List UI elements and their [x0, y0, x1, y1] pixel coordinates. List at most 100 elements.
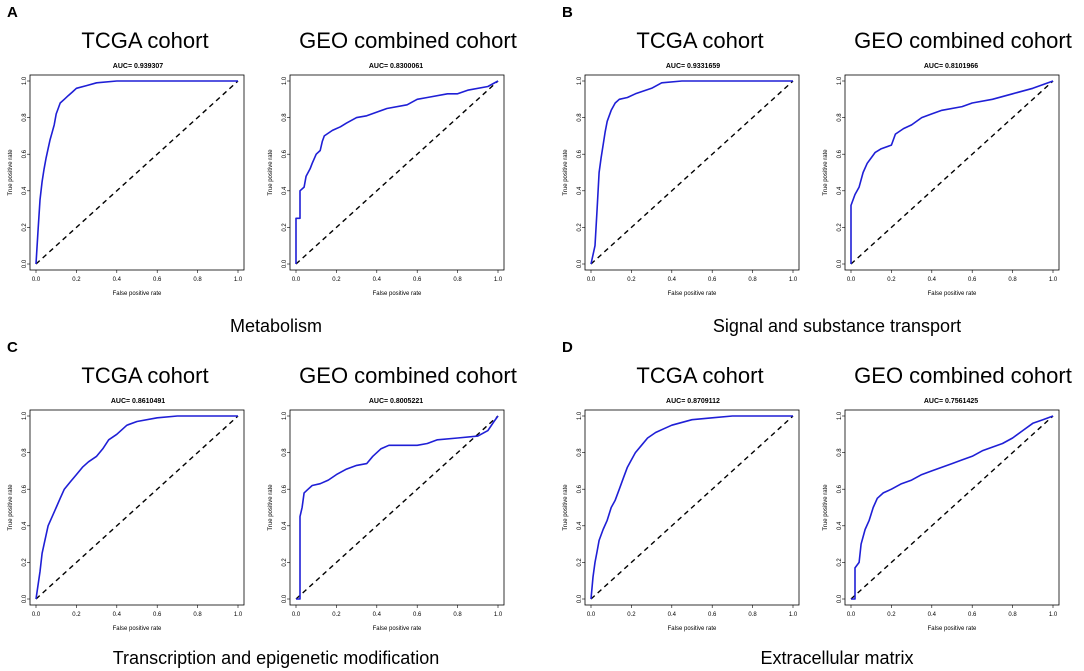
auc-label: AUC= 0.8101966	[924, 63, 978, 70]
x-tick-label: 0.6	[153, 277, 162, 283]
y-tick-label: 0.2	[577, 223, 583, 232]
roc-curve	[295, 80, 499, 264]
y-tick-label: 0.2	[282, 558, 288, 567]
y-tick-label: 0.6	[577, 149, 583, 158]
plot-frame	[29, 74, 245, 271]
y-tick-label: 0.4	[282, 186, 288, 195]
y-tick-label: 0.8	[22, 113, 28, 122]
y-tick-label: 0.6	[837, 149, 843, 158]
panel-caption: Signal and substance transport	[713, 316, 961, 336]
x-tick-label: 0.6	[413, 612, 422, 618]
reference-diagonal	[35, 80, 239, 265]
x-tick-label: 1.0	[789, 277, 798, 283]
x-tick-label: 0.0	[32, 277, 41, 283]
y-tick-label: 0.4	[837, 186, 843, 195]
y-tick-label: 0.2	[282, 223, 288, 232]
y-tick-label: 0.4	[22, 186, 28, 195]
y-tick-label: 0.6	[837, 484, 843, 493]
auc-label: AUC= 0.7561425	[924, 398, 978, 405]
x-tick-label: 0.0	[587, 612, 596, 618]
x-tick-label: 1.0	[1049, 277, 1058, 283]
x-tick-label: 1.0	[234, 277, 243, 283]
x-tick-label: 0.4	[113, 277, 122, 283]
x-tick-label: 0.4	[113, 612, 122, 618]
x-tick-label: 0.8	[453, 612, 462, 618]
y-tick-label: 0.0	[837, 594, 843, 603]
reference-diagonal	[295, 415, 499, 600]
x-tick-label: 0.8	[1008, 277, 1017, 283]
x-axis-label: False positive rate	[113, 291, 162, 297]
x-tick-label: 0.0	[32, 612, 41, 618]
panel-caption: Transcription and epigenetic modificatio…	[113, 648, 440, 668]
y-tick-label: 0.8	[22, 448, 28, 457]
panel-a: A TCGA cohort AUC= 0.939307 0.0 0.0 0.2 0.2 0.4…	[7, 4, 517, 336]
y-tick-label: 0.6	[22, 484, 28, 493]
panel-d: D TCGA cohort AUC= 0.8709112 0.0 0.0 0.2 0.2 0.…	[562, 339, 1072, 668]
x-tick-label: 0.6	[968, 277, 977, 283]
auc-label: AUC= 0.8709112	[666, 398, 720, 405]
reference-diagonal	[295, 80, 499, 265]
auc-label: AUC= 0.939307	[113, 63, 164, 70]
x-tick-label: 0.2	[72, 277, 81, 283]
panel-c: C TCGA cohort AUC= 0.8610491 0.0 0.0 0.2 0.2 0.…	[7, 339, 517, 668]
y-tick-label: 0.6	[22, 149, 28, 158]
x-tick-label: 0.0	[847, 612, 856, 618]
x-axis-label: False positive rate	[928, 626, 977, 632]
cohort-title: TCGA cohort	[81, 363, 208, 388]
tcga-roc-chart: TCGA cohort AUC= 0.9331659 0.0 0.0 0.2 0.2 0.4…	[563, 28, 800, 297]
x-tick-label: 0.2	[627, 612, 636, 618]
x-tick-label: 0.0	[292, 612, 301, 618]
cohort-title: GEO combined cohort	[299, 28, 517, 53]
x-tick-label: 0.4	[928, 277, 937, 283]
y-tick-label: 0.0	[282, 259, 288, 268]
plot-frame	[289, 409, 505, 606]
x-axis-label: False positive rate	[668, 291, 717, 297]
y-tick-label: 0.2	[837, 558, 843, 567]
cohort-title: GEO combined cohort	[854, 363, 1072, 388]
y-tick-label: 0.8	[282, 113, 288, 122]
y-tick-label: 0.8	[282, 448, 288, 457]
y-tick-label: 0.4	[282, 521, 288, 530]
plot-frame	[289, 74, 505, 271]
reference-diagonal	[850, 80, 1054, 265]
auc-label: AUC= 0.8300061	[369, 63, 423, 70]
y-tick-label: 1.0	[282, 76, 288, 85]
cohort-title: TCGA cohort	[636, 363, 763, 388]
tcga-roc-chart: TCGA cohort AUC= 0.8709112 0.0 0.0 0.2 0.2 0.4…	[563, 363, 800, 632]
y-tick-label: 1.0	[22, 76, 28, 85]
panel-caption: Extracellular matrix	[760, 648, 913, 668]
y-tick-label: 0.8	[577, 448, 583, 457]
x-axis-label: False positive rate	[373, 626, 422, 632]
x-axis-label: False positive rate	[668, 626, 717, 632]
x-tick-label: 0.0	[292, 277, 301, 283]
y-tick-label: 1.0	[837, 76, 843, 85]
y-axis-label: True positive rate	[8, 149, 14, 196]
x-tick-label: 0.8	[1008, 612, 1017, 618]
x-tick-label: 1.0	[789, 612, 798, 618]
reference-diagonal	[35, 415, 239, 600]
y-tick-label: 0.0	[837, 259, 843, 268]
x-tick-label: 0.4	[928, 612, 937, 618]
x-axis-label: False positive rate	[928, 291, 977, 297]
y-tick-label: 0.2	[577, 558, 583, 567]
x-tick-label: 0.4	[668, 277, 677, 283]
roc-curve	[35, 415, 238, 600]
roc-curve	[590, 80, 793, 265]
x-tick-label: 1.0	[494, 277, 503, 283]
x-tick-label: 0.2	[72, 612, 81, 618]
y-tick-label: 0.4	[837, 521, 843, 530]
auc-label: AUC= 0.9331659	[666, 63, 720, 70]
x-tick-label: 0.2	[332, 612, 341, 618]
y-tick-label: 0.2	[22, 223, 28, 232]
x-tick-label: 0.0	[847, 277, 856, 283]
tcga-roc-chart: TCGA cohort AUC= 0.939307 0.0 0.0 0.2 0.2 0.4 0…	[8, 28, 245, 297]
y-tick-label: 0.2	[22, 558, 28, 567]
y-tick-label: 0.0	[577, 594, 583, 603]
x-tick-label: 1.0	[494, 612, 503, 618]
plot-frame	[844, 74, 1060, 271]
y-tick-label: 1.0	[837, 411, 843, 420]
y-tick-label: 0.0	[282, 594, 288, 603]
y-tick-label: 1.0	[577, 411, 583, 420]
x-tick-label: 0.0	[587, 277, 596, 283]
